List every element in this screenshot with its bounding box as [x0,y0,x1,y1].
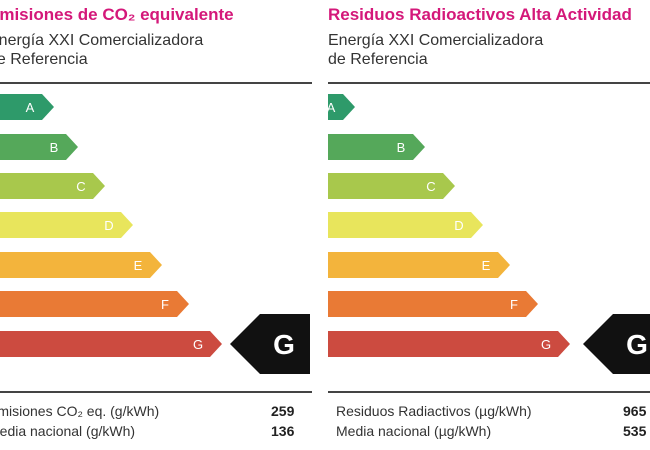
co2-metric-label: Emisiones CO₂ eq. (g/kWh) [0,403,160,419]
rating-bar-label-E: E [482,258,491,273]
co2-title: Emisiones de CO₂ equivalente [0,5,234,24]
rating-bar-label-G: G [193,337,203,352]
rating-bar-G [328,331,570,357]
subtitle-line1: Energía XXI Comercializadora [328,32,544,49]
current-rating-indicator [230,314,310,374]
co2-rating-scale: A B C D E F G G [0,94,310,374]
rating-bar-B [328,134,425,160]
rating-bar-G [0,331,222,357]
rating-bar-label-C: C [76,179,85,194]
divider [0,391,312,393]
divider [328,82,650,84]
rating-bar-C [328,173,455,199]
rating-bar-E [0,252,162,278]
radioactive-panel: Residuos Radioactivos Alta Actividad Ene… [327,0,650,450]
rating-bar-D [0,212,133,238]
divider [328,391,650,393]
radioactive-metric-value: 965 [623,403,647,419]
subtitle-line2: de Referencia [328,51,428,68]
rating-bar-D [328,212,483,238]
subtitle-line1: Energía XXI Comercializadora [0,32,204,49]
co2-panel: Emisiones de CO₂ equivalente Energía XXI… [0,0,318,450]
radioactive-title: Residuos Radioactivos Alta Actividad [328,5,632,24]
rating-bar-label-D: D [454,218,463,233]
rating-bar-A [0,94,54,120]
rating-bar-label-F: F [510,297,518,312]
rating-bar-F [328,291,538,317]
current-rating-indicator [583,314,650,374]
current-rating-letter: G [626,329,648,360]
rating-bar-F [0,291,189,317]
rating-bar-label-A: A [327,100,336,115]
rating-bar-label-A: A [26,100,35,115]
rating-bar-E [328,252,510,278]
rating-bar-C [0,173,105,199]
subtitle-line2: de Referencia [0,51,88,68]
current-rating-letter: G [273,329,295,360]
rating-bar-label-E: E [134,258,143,273]
rating-bar-label-D: D [104,218,113,233]
rating-bar-label-B: B [50,140,59,155]
rating-bar-label-G: G [541,337,551,352]
radioactive-avg-label: Media nacional (µg/kWh) [336,423,492,439]
co2-avg-value: 136 [271,423,295,439]
rating-bar-label-F: F [161,297,169,312]
radioactive-subtitle: Energía XXI Comercializadora de Referenci… [328,31,543,69]
rating-bar-B [0,134,78,160]
rating-bar-label-C: C [426,179,435,194]
divider [0,82,312,84]
radioactive-metric-label: Residuos Radiactivos (µg/kWh) [336,403,532,419]
radioactive-avg-value: 535 [623,423,647,439]
rating-bar-A [328,94,355,120]
radioactive-rating-scale: A B C D E F G G [327,94,650,374]
co2-avg-label: Media nacional (g/kWh) [0,423,136,439]
co2-metric-value: 259 [271,403,295,419]
rating-bar-label-B: B [397,140,406,155]
co2-subtitle: Energía XXI Comercializadora de Referenci… [0,31,203,69]
